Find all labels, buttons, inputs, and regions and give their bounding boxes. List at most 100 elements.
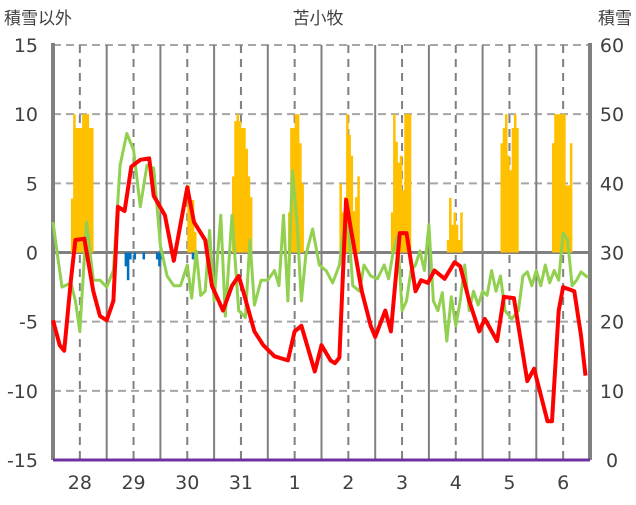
snow-depth-bar	[339, 183, 342, 253]
left-tick-label: 10	[14, 104, 38, 126]
right-axis-title: 積雪	[598, 9, 632, 29]
snow-depth-bar	[189, 199, 193, 253]
snow-depth-bar	[70, 198, 74, 253]
snow-depth-bar	[457, 240, 461, 253]
snow-depth-bar	[299, 143, 302, 253]
right-tick-label: 0	[606, 450, 618, 472]
snow-depth-bar	[560, 114, 564, 253]
snow-depth-bar	[554, 114, 557, 253]
snow-depth-bar	[247, 176, 251, 253]
snow-depth-bar	[446, 240, 450, 253]
snow-depth-bar	[234, 121, 237, 253]
snow-depth-bar	[84, 114, 87, 253]
snow-depth-bar	[502, 128, 506, 253]
blue-bar	[158, 252, 161, 267]
snow-depth-bar	[346, 114, 349, 253]
snow-depth-bar	[395, 141, 398, 253]
snow-depth-bar	[240, 128, 244, 253]
x-tick-label: 5	[503, 472, 515, 494]
snow-depth-bar	[507, 155, 510, 253]
x-tick-label: 28	[68, 472, 92, 494]
snow-depth-bar	[404, 114, 407, 253]
snow-depth-bar	[516, 128, 519, 253]
snow-depth-bar	[245, 148, 248, 253]
blue-bar	[155, 252, 159, 260]
snow-depth-bar	[397, 162, 401, 253]
snow-depth-bar	[355, 197, 358, 253]
snow-depth-bar	[352, 211, 356, 253]
snow-depth-bar	[390, 212, 394, 253]
snow-depth-bar	[563, 114, 566, 253]
left-tick-label: 5	[26, 173, 38, 195]
snow-depth-bar	[511, 128, 515, 253]
left-tick-label: -5	[19, 312, 38, 334]
snow-depth-bar	[77, 128, 81, 253]
snow-depth-bar	[565, 185, 568, 253]
blue-bar	[126, 252, 130, 281]
snow-depth-bar	[193, 231, 197, 253]
snow-depth-bar	[453, 212, 457, 253]
snow-depth-bar	[399, 155, 403, 253]
right-tick-label: 30	[600, 243, 624, 265]
snow-depth-bar	[513, 114, 517, 253]
snow-depth-bar	[73, 114, 76, 253]
x-tick-label: 1	[289, 472, 301, 494]
left-tick-label: -10	[7, 381, 38, 403]
left-axis-title: 積雪以外	[4, 9, 72, 29]
snow-depth-bar	[88, 128, 92, 253]
snow-depth-bar	[191, 199, 195, 253]
snow-depth-bar	[86, 114, 90, 253]
x-tick-label: 29	[121, 472, 145, 494]
x-tick-label: 3	[396, 472, 408, 494]
snow-depth-bar	[455, 224, 459, 253]
snow-depth-bar	[75, 128, 78, 253]
red-line-series	[51, 156, 588, 424]
snow-depth-bar	[556, 114, 559, 253]
snow-depth-bar	[449, 197, 452, 253]
snow-depth-bar	[357, 176, 360, 253]
blue-bar	[133, 252, 137, 260]
right-tick-label: 60	[600, 35, 624, 57]
right-tick-label: 40	[600, 173, 624, 195]
snow-depth-bar	[558, 114, 562, 253]
snow-depth-bar	[243, 128, 246, 253]
snow-depth-bar	[504, 114, 508, 253]
x-tick-label: 4	[450, 472, 462, 494]
snow-depth-bar	[187, 185, 190, 253]
snow-depth-bar	[451, 224, 454, 253]
x-tick-label: 2	[342, 472, 354, 494]
snow-depth-bar	[301, 183, 304, 253]
left-tick-label: -15	[7, 450, 38, 472]
snow-depth-bar	[249, 197, 253, 253]
snow-depth-bar	[393, 114, 396, 253]
left-tick-label: 15	[14, 35, 38, 57]
snow-depth-bar	[236, 114, 240, 253]
snow-depth-bar	[406, 114, 410, 253]
right-tick-label: 20	[600, 312, 624, 334]
snow-depth-bar	[551, 143, 555, 253]
chart-title: 苫小牧	[293, 9, 344, 29]
x-tick-label: 30	[175, 472, 199, 494]
snow-depth-bar	[91, 128, 94, 253]
snow-depth-bar	[408, 114, 412, 253]
snow-depth-bar	[500, 143, 504, 253]
snow-depth-bar	[296, 114, 300, 253]
snow-depth-bar	[509, 170, 512, 253]
x-tick-label: 6	[557, 472, 569, 494]
snow-depth-bar	[567, 185, 571, 253]
snow-depth-bar	[348, 134, 351, 253]
snow-depth-bar	[238, 121, 242, 253]
right-tick-label: 50	[600, 104, 624, 126]
blue-bar	[191, 252, 195, 260]
snow-depth-bar	[402, 190, 405, 253]
blue-bar	[129, 252, 132, 260]
snow-depth-bar	[350, 155, 354, 253]
x-tick-label: 31	[229, 472, 253, 494]
blue-bar	[124, 252, 128, 267]
snow-depth-bar	[460, 212, 463, 253]
left-tick-label: 0	[26, 243, 38, 265]
right-tick-label: 10	[600, 381, 624, 403]
blue-bar	[142, 252, 146, 260]
